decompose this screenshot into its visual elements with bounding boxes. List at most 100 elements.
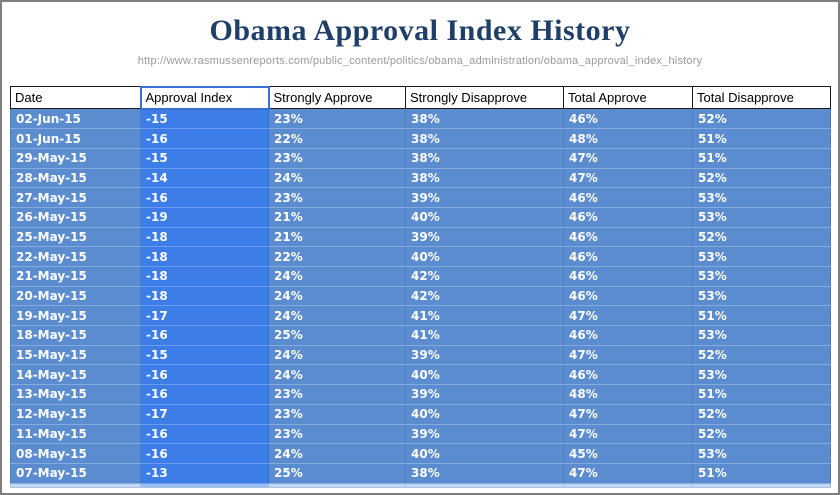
cell-date: 22-May-15 <box>10 246 141 267</box>
cell-strongly-approve: 25% <box>268 325 406 346</box>
table-row: 18-May-15 -16 25% 41% 46% 53% <box>10 325 831 346</box>
partial-cell <box>10 482 141 488</box>
cell-approval-index: -15 <box>140 344 269 366</box>
approval-index-table: Date Approval Index Strongly Approve Strong… <box>10 85 831 488</box>
cell-strongly-disapprove: 39% <box>405 423 564 445</box>
cell-approval-index: -17 <box>140 403 269 425</box>
column-header-total-approve[interactable]: Total Approve <box>563 86 693 109</box>
cell-date: 12-May-15 <box>10 403 141 425</box>
cell-total-approve: 46% <box>563 285 693 307</box>
table-head: Date Approval Index Strongly Approve Strong… <box>10 85 831 110</box>
cell-strongly-approve: 22% <box>268 246 406 267</box>
cell-strongly-approve: 24% <box>268 364 406 386</box>
cell-strongly-approve: 22% <box>268 128 406 149</box>
partial-cell <box>563 482 693 488</box>
cell-strongly-disapprove: 39% <box>405 226 564 248</box>
cell-total-approve: 46% <box>563 325 693 346</box>
cell-strongly-disapprove: 39% <box>405 344 564 366</box>
cell-total-disapprove: 52% <box>692 226 831 248</box>
cell-strongly-disapprove: 38% <box>405 462 564 484</box>
cell-strongly-approve: 25% <box>268 462 406 484</box>
cell-total-approve: 47% <box>563 147 693 169</box>
cell-total-disapprove: 53% <box>692 187 831 208</box>
cell-total-disapprove: 52% <box>692 423 831 445</box>
cell-total-approve: 47% <box>563 462 693 484</box>
column-header-approval-index[interactable]: Approval Index <box>139 85 270 110</box>
table-row: 01-Jun-15 -16 22% 38% 48% 51% <box>10 128 831 149</box>
cell-total-disapprove: 51% <box>692 128 831 149</box>
cell-strongly-approve: 24% <box>268 167 406 189</box>
cell-total-disapprove: 51% <box>692 305 831 327</box>
table-row: 15-May-15 -15 24% 39% 47% 52% <box>10 344 831 366</box>
cell-total-disapprove: 51% <box>692 147 831 169</box>
table-row: 21-May-15 -18 24% 42% 46% 53% <box>10 266 831 287</box>
cell-strongly-disapprove: 40% <box>405 364 564 386</box>
table-row: 27-May-15 -16 23% 39% 46% 53% <box>10 187 831 208</box>
column-header-strongly-approve[interactable]: Strongly Approve <box>268 86 406 109</box>
cell-total-approve: 48% <box>563 128 693 149</box>
cell-strongly-disapprove: 39% <box>405 384 564 405</box>
cell-strongly-approve: 23% <box>268 384 406 405</box>
cell-approval-index: -18 <box>140 226 269 248</box>
cell-approval-index: -18 <box>140 285 269 307</box>
cell-date: 11-May-15 <box>10 423 141 445</box>
table-row: 25-May-15 -18 21% 39% 46% 52% <box>10 226 831 248</box>
cell-date: 28-May-15 <box>10 167 141 189</box>
cell-approval-index: -16 <box>140 325 269 346</box>
cell-strongly-disapprove: 41% <box>405 305 564 327</box>
cell-approval-index: -18 <box>140 246 269 267</box>
partial-cell <box>405 482 564 488</box>
column-header-date[interactable]: Date <box>10 86 141 109</box>
cell-strongly-disapprove: 39% <box>405 187 564 208</box>
table-row: 13-May-15 -16 23% 39% 48% 51% <box>10 384 831 405</box>
cell-approval-index: -16 <box>140 384 269 405</box>
cell-approval-index: -15 <box>140 147 269 169</box>
cell-total-approve: 45% <box>563 443 693 464</box>
cell-total-disapprove: 52% <box>692 344 831 366</box>
cell-strongly-approve: 24% <box>268 266 406 287</box>
cell-total-disapprove: 52% <box>692 403 831 425</box>
table-row: 22-May-15 -18 22% 40% 46% 53% <box>10 246 831 267</box>
cell-approval-index: -13 <box>140 462 269 484</box>
cell-strongly-disapprove: 41% <box>405 325 564 346</box>
cell-total-approve: 46% <box>563 364 693 386</box>
cell-total-disapprove: 53% <box>692 206 831 228</box>
cell-date: 08-May-15 <box>10 443 141 464</box>
cell-total-approve: 47% <box>563 305 693 327</box>
partial-cell <box>140 482 269 488</box>
cell-approval-index: -16 <box>140 443 269 464</box>
cell-total-disapprove: 53% <box>692 443 831 464</box>
table-row: 28-May-15 -14 24% 38% 47% 52% <box>10 167 831 189</box>
cell-strongly-disapprove: 38% <box>405 167 564 189</box>
table-row: 29-May-15 -15 23% 38% 47% 51% <box>10 147 831 169</box>
cell-total-disapprove: 53% <box>692 266 831 287</box>
cell-approval-index: -14 <box>140 167 269 189</box>
cell-date: 15-May-15 <box>10 344 141 366</box>
cell-total-disapprove: 52% <box>692 107 831 130</box>
cell-approval-index: -16 <box>140 187 269 208</box>
cell-strongly-disapprove: 38% <box>405 128 564 149</box>
column-header-total-disapprove[interactable]: Total Disapprove <box>692 86 831 109</box>
cell-strongly-disapprove: 40% <box>405 206 564 228</box>
cell-date: 18-May-15 <box>10 325 141 346</box>
cell-strongly-approve: 23% <box>268 423 406 445</box>
cell-approval-index: -19 <box>140 206 269 228</box>
cell-total-disapprove: 53% <box>692 364 831 386</box>
table-row: 11-May-15 -16 23% 39% 47% 52% <box>10 423 831 445</box>
source-url: http://www.rasmussenreports.com/public_c… <box>137 54 703 67</box>
cell-strongly-approve: 23% <box>268 147 406 169</box>
cell-strongly-disapprove: 40% <box>405 246 564 267</box>
cell-total-approve: 46% <box>563 206 693 228</box>
cell-approval-index: -15 <box>140 107 269 130</box>
partial-cell <box>268 482 406 488</box>
cell-total-approve: 47% <box>563 167 693 189</box>
cell-date: 07-May-15 <box>10 462 141 484</box>
table-row: 02-Jun-15 -15 23% 38% 46% 52% <box>10 107 831 130</box>
cell-date: 29-May-15 <box>10 147 141 169</box>
cell-total-disapprove: 51% <box>692 462 831 484</box>
cell-strongly-disapprove: 40% <box>405 403 564 425</box>
cell-total-approve: 47% <box>563 423 693 445</box>
column-header-strongly-disapprove[interactable]: Strongly Disapprove <box>405 86 564 109</box>
cell-total-approve: 46% <box>563 187 693 208</box>
cell-approval-index: -17 <box>140 305 269 327</box>
